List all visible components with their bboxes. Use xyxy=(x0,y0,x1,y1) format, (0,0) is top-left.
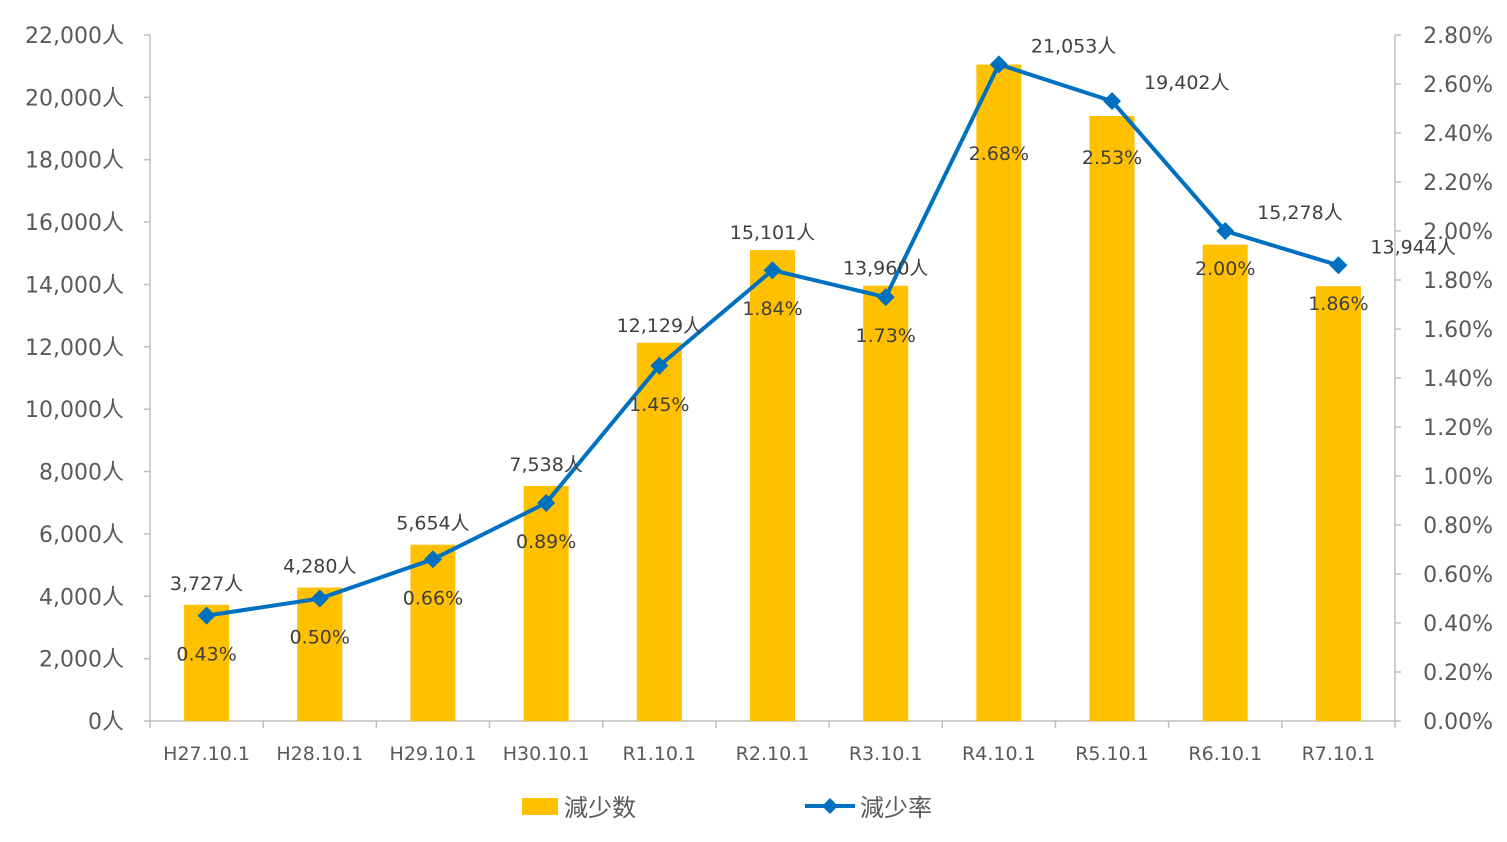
right-tick-label: 0.20% xyxy=(1423,661,1493,686)
x-tick-label: R5.10.1 xyxy=(1075,743,1149,765)
bar xyxy=(410,544,456,721)
left-tick-label: 22,000人 xyxy=(25,24,124,49)
bar-value-label: 5,654人 xyxy=(396,513,469,535)
right-tick-label: 2.00% xyxy=(1423,220,1493,245)
legend-label-bar: 減少数 xyxy=(564,794,636,822)
x-tick-label: H27.10.1 xyxy=(163,743,250,765)
bar xyxy=(1089,116,1135,721)
left-tick-label: 6,000人 xyxy=(39,523,124,548)
rate-marker xyxy=(423,550,442,569)
left-tick-label: 2,000人 xyxy=(39,648,124,673)
left-tick-label: 14,000人 xyxy=(25,273,124,298)
right-tick-label: 0.60% xyxy=(1423,563,1493,588)
left-tick-label: 12,000人 xyxy=(25,336,124,361)
bar-value-label: 15,278人 xyxy=(1257,202,1342,224)
x-tick-label: H28.10.1 xyxy=(276,743,363,765)
rate-marker xyxy=(650,356,669,375)
bar xyxy=(1315,286,1361,721)
right-tick-label: 1.80% xyxy=(1423,269,1493,294)
x-tick-label: R1.10.1 xyxy=(622,743,696,765)
rate-marker xyxy=(537,493,556,512)
data-labels: 3,727人 4,280人 5,654人 7,538人 12,129人 15,101人 13… xyxy=(170,35,1456,665)
x-tick-label: R6.10.1 xyxy=(1188,743,1262,765)
right-tick-label: 1.00% xyxy=(1423,465,1493,490)
x-tick-label: R3.10.1 xyxy=(849,743,923,765)
bar-value-label: 12,129人 xyxy=(617,315,702,337)
right-tick-label: 2.60% xyxy=(1423,73,1493,98)
rate-marker xyxy=(989,55,1008,74)
bar-value-label: 7,538人 xyxy=(509,454,582,476)
bar-value-label: 19,402人 xyxy=(1144,72,1229,94)
left-tick-label: 4,000人 xyxy=(39,585,124,610)
legend-swatch-bar xyxy=(522,798,558,815)
x-tick-label: R7.10.1 xyxy=(1302,743,1376,765)
rate-value-label: 2.00% xyxy=(1195,258,1255,280)
x-tick-label: H30.10.1 xyxy=(503,743,590,765)
bar-value-label: 13,960人 xyxy=(843,258,928,280)
x-tick-label: R2.10.1 xyxy=(736,743,810,765)
legend-label-line: 減少率 xyxy=(860,794,932,822)
bar-series xyxy=(184,64,1361,722)
rate-marker xyxy=(1216,222,1235,240)
left-tick-label: 18,000人 xyxy=(25,149,124,174)
bar-value-label: 15,101人 xyxy=(730,222,815,244)
rate-value-label: 1.73% xyxy=(856,325,916,347)
x-tick-label: H29.10.1 xyxy=(390,743,477,765)
bar xyxy=(523,485,569,721)
right-tick-label: 0.40% xyxy=(1423,612,1493,637)
right-tick-label: 0.00% xyxy=(1423,710,1493,735)
rate-marker xyxy=(197,606,216,625)
rate-value-label: 1.84% xyxy=(742,298,802,320)
bar-value-label: 21,053人 xyxy=(1031,35,1116,57)
right-tick-label: 2.80% xyxy=(1423,24,1493,49)
right-tick-label: 2.20% xyxy=(1423,171,1493,196)
line-series xyxy=(197,55,1348,625)
rate-value-label: 1.86% xyxy=(1308,293,1368,315)
rate-value-label: 0.89% xyxy=(516,531,576,553)
left-tick-label: 0人 xyxy=(88,710,124,735)
bar xyxy=(976,64,1022,722)
left-tick-label: 8,000人 xyxy=(39,461,124,486)
bar xyxy=(636,342,682,721)
bar xyxy=(863,285,909,721)
right-tick-label: 1.20% xyxy=(1423,416,1493,441)
left-tick-label: 20,000人 xyxy=(25,86,124,111)
right-tick-label: 1.40% xyxy=(1423,367,1493,392)
bar-value-label: 4,280人 xyxy=(283,556,356,578)
rate-value-label: 0.66% xyxy=(403,587,463,609)
rate-value-label: 0.43% xyxy=(176,644,236,666)
rate-marker xyxy=(1329,256,1348,275)
rate-marker xyxy=(876,288,895,307)
left-tick-label: 10,000人 xyxy=(25,398,124,423)
rate-value-label: 2.68% xyxy=(969,143,1029,165)
axes: 0人 2,000人 4,000人 6,000人 8,000人 10,000人 12,000人… xyxy=(25,24,1493,765)
bar-value-label: 13,944人 xyxy=(1370,236,1455,258)
right-tick-label: 2.40% xyxy=(1423,122,1493,147)
legend: 減少数 減少率 xyxy=(522,794,932,822)
bar xyxy=(1202,244,1248,721)
rate-value-label: 0.50% xyxy=(290,627,350,649)
rate-marker xyxy=(1103,92,1122,111)
right-tick-label: 1.60% xyxy=(1423,318,1493,343)
left-tick-label: 16,000人 xyxy=(25,211,124,236)
rate-marker xyxy=(310,589,329,608)
rate-value-label: 1.45% xyxy=(629,394,689,416)
x-tick-label: R4.10.1 xyxy=(962,743,1036,765)
bar xyxy=(750,250,795,722)
right-tick-label: 0.80% xyxy=(1423,514,1493,539)
legend-swatch-marker xyxy=(822,798,838,814)
rate-value-label: 2.53% xyxy=(1082,147,1142,169)
bar xyxy=(297,587,343,721)
bar-value-label: 3,727人 xyxy=(170,573,243,595)
rate-marker xyxy=(763,261,782,280)
